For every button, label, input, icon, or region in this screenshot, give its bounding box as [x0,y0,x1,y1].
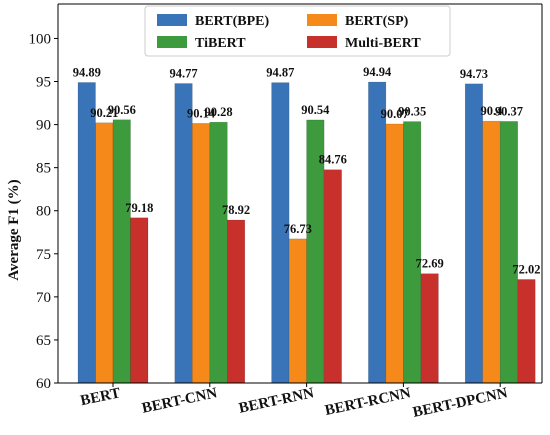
y-tick-label-70: 70 [36,290,51,306]
legend-label-multi-bert: Multi-BERT [345,36,421,51]
data-label-tibert-bert-cnn: 90.28 [204,105,232,119]
data-label-multi-bert-bert-cnn: 78.92 [222,203,250,217]
y-tick-label-80: 80 [36,204,51,220]
x-tick-label-bert-rcnn: BERT-RCNN [324,385,413,419]
x-tick-label-bert: BERT [79,385,122,409]
data-label-multi-bert-bert-dpcnn: 72.02 [512,262,540,276]
legend-label-bert-sp: BERT(SP) [345,14,409,29]
bars-layer [77,81,536,384]
data-label-tibert-bert-rnn: 90.54 [301,103,330,117]
bar-tibert-bert-dpcnn [499,121,518,384]
bar-tibert-bert-cnn [209,121,228,384]
bar-bert-bpe-bert [77,82,96,384]
legend-label-bert-bpe: BERT(BPE) [195,14,270,29]
data-label-multi-bert-bert: 79.18 [125,201,153,215]
data-label-bert-bpe-bert: 94.89 [73,65,101,79]
bar-bert-sp-bert-cnn [192,123,211,384]
y-tick-label-65: 65 [36,333,51,349]
data-label-bert-sp-bert-rnn: 76.73 [284,222,312,236]
y-tick-label-90: 90 [36,118,51,134]
bar-bert-bpe-bert-dpcnn [464,83,483,384]
x-tick-label-bert-cnn: BERT-CNN [141,385,219,417]
bar-bert-sp-bert-rnn [288,238,307,384]
data-label-tibert-bert: 90.56 [108,103,136,117]
bar-multi-bert-bert [130,217,149,384]
data-label-bert-sp-bert-dpcnn: 90.4 [481,104,504,118]
y-tick-label-60: 60 [36,376,51,392]
bar-multi-bert-bert-rcnn [420,273,439,384]
y-tick-label-75: 75 [36,247,51,263]
legend-label-tibert: TiBERT [195,36,246,51]
bar-tibert-bert-rcnn [403,121,422,384]
bar-multi-bert-bert-rnn [323,169,342,384]
legend: BERT(BPE) BERT(SP) TiBERT Multi-BERT [144,5,451,57]
y-tick-label-100: 100 [29,31,52,47]
bar-bert-sp-bert-dpcnn [482,120,501,384]
x-tick-label-bert-rnn: BERT-RNN [237,385,315,417]
bar-bert-bpe-bert-cnn [174,83,193,384]
bar-tibert-bert [112,119,131,384]
data-label-bert-sp-bert-rcnn: 90.07 [381,107,409,121]
legend-swatch-bert-sp [307,14,337,26]
x-tick-label-bert-dpcnn: BERT-DPCNN [411,385,509,421]
data-label-multi-bert-bert-rnn: 84.76 [319,153,347,167]
data-label-multi-bert-bert-rcnn: 72.69 [416,257,444,271]
data-label-bert-sp-bert-cnn: 90.14 [187,106,216,120]
data-label-bert-bpe-bert-cnn: 94.77 [169,67,197,81]
data-label-bert-bpe-bert-rcnn: 94.94 [363,65,392,79]
y-tick-label-95: 95 [36,75,51,91]
legend-frame [144,5,451,57]
legend-swatch-multi-bert [307,36,337,48]
legend-swatch-bert-bpe [157,14,187,26]
data-label-bert-sp-bert: 90.21 [90,106,118,120]
bar-multi-bert-bert-cnn [227,219,246,384]
bar-bert-bpe-bert-rcnn [368,81,387,384]
data-label-tibert-bert-rcnn: 90.35 [398,105,426,119]
bar-bert-sp-bert [95,122,114,384]
data-label-tibert-bert-dpcnn: 90.37 [495,104,523,118]
y-tick-label-85: 85 [36,161,51,177]
y-axis-title: Average F1 (%) [6,179,22,280]
legend-swatch-tibert [157,36,187,48]
data-label-bert-bpe-bert-dpcnn: 94.73 [460,67,488,81]
bar-multi-bert-bert-dpcnn [517,279,536,384]
data-label-bert-bpe-bert-rnn: 94.87 [266,66,294,80]
bar-bert-sp-bert-rcnn [385,123,404,384]
